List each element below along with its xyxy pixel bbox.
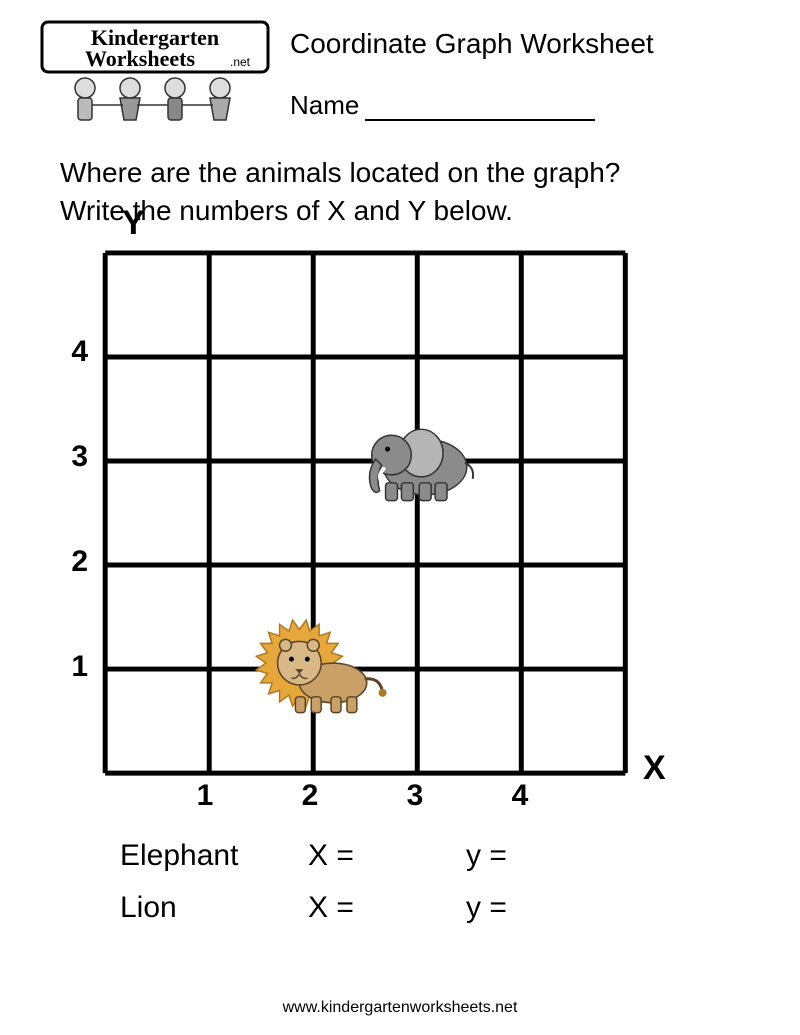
title-area: Coordinate Graph Worksheet Name xyxy=(290,20,760,121)
x-equals: X = xyxy=(308,891,428,925)
answer-label: Elephant xyxy=(120,839,270,873)
footer-url: www.kindergartenworksheets.net xyxy=(0,999,800,1017)
site-logo: Kindergarten Worksheets .net xyxy=(40,20,270,130)
x-axis-label: X xyxy=(643,749,666,788)
instructions-line-2: Write the numbers of X and Y below. xyxy=(60,192,750,230)
y-equals: y = xyxy=(466,839,586,873)
instructions: Where are the animals located on the gra… xyxy=(60,154,750,230)
lion-icon xyxy=(256,620,386,713)
logo-suffix: .net xyxy=(230,55,251,69)
y-equals: y = xyxy=(466,891,586,925)
grid-svg xyxy=(100,248,685,783)
y-tick: 3 xyxy=(58,440,88,474)
y-tick: 2 xyxy=(58,545,88,579)
x-tick: 1 xyxy=(190,779,220,813)
answer-row-lion: Lion X = y = xyxy=(120,891,760,925)
answer-row-elephant: Elephant X = y = xyxy=(120,839,760,873)
x-tick: 3 xyxy=(400,779,430,813)
x-tick: 2 xyxy=(295,779,325,813)
worksheet-title: Coordinate Graph Worksheet xyxy=(290,28,760,60)
name-field: Name xyxy=(290,90,760,121)
logo-bottom-text: Worksheets xyxy=(85,46,195,71)
elephant-icon xyxy=(369,429,473,500)
name-label: Name xyxy=(290,90,359,121)
header: Kindergarten Worksheets .net Coordinate … xyxy=(40,20,760,130)
coordinate-graph: Y 43211234X xyxy=(100,248,760,783)
y-tick: 4 xyxy=(58,335,88,369)
y-tick: 1 xyxy=(58,650,88,684)
x-tick: 4 xyxy=(505,779,535,813)
name-input-line[interactable] xyxy=(365,97,595,121)
answer-label: Lion xyxy=(120,891,270,925)
y-axis-label: Y xyxy=(122,204,145,243)
x-equals: X = xyxy=(308,839,428,873)
answers-section: Elephant X = y = Lion X = y = xyxy=(120,839,760,925)
instructions-line-1: Where are the animals located on the gra… xyxy=(60,154,750,192)
